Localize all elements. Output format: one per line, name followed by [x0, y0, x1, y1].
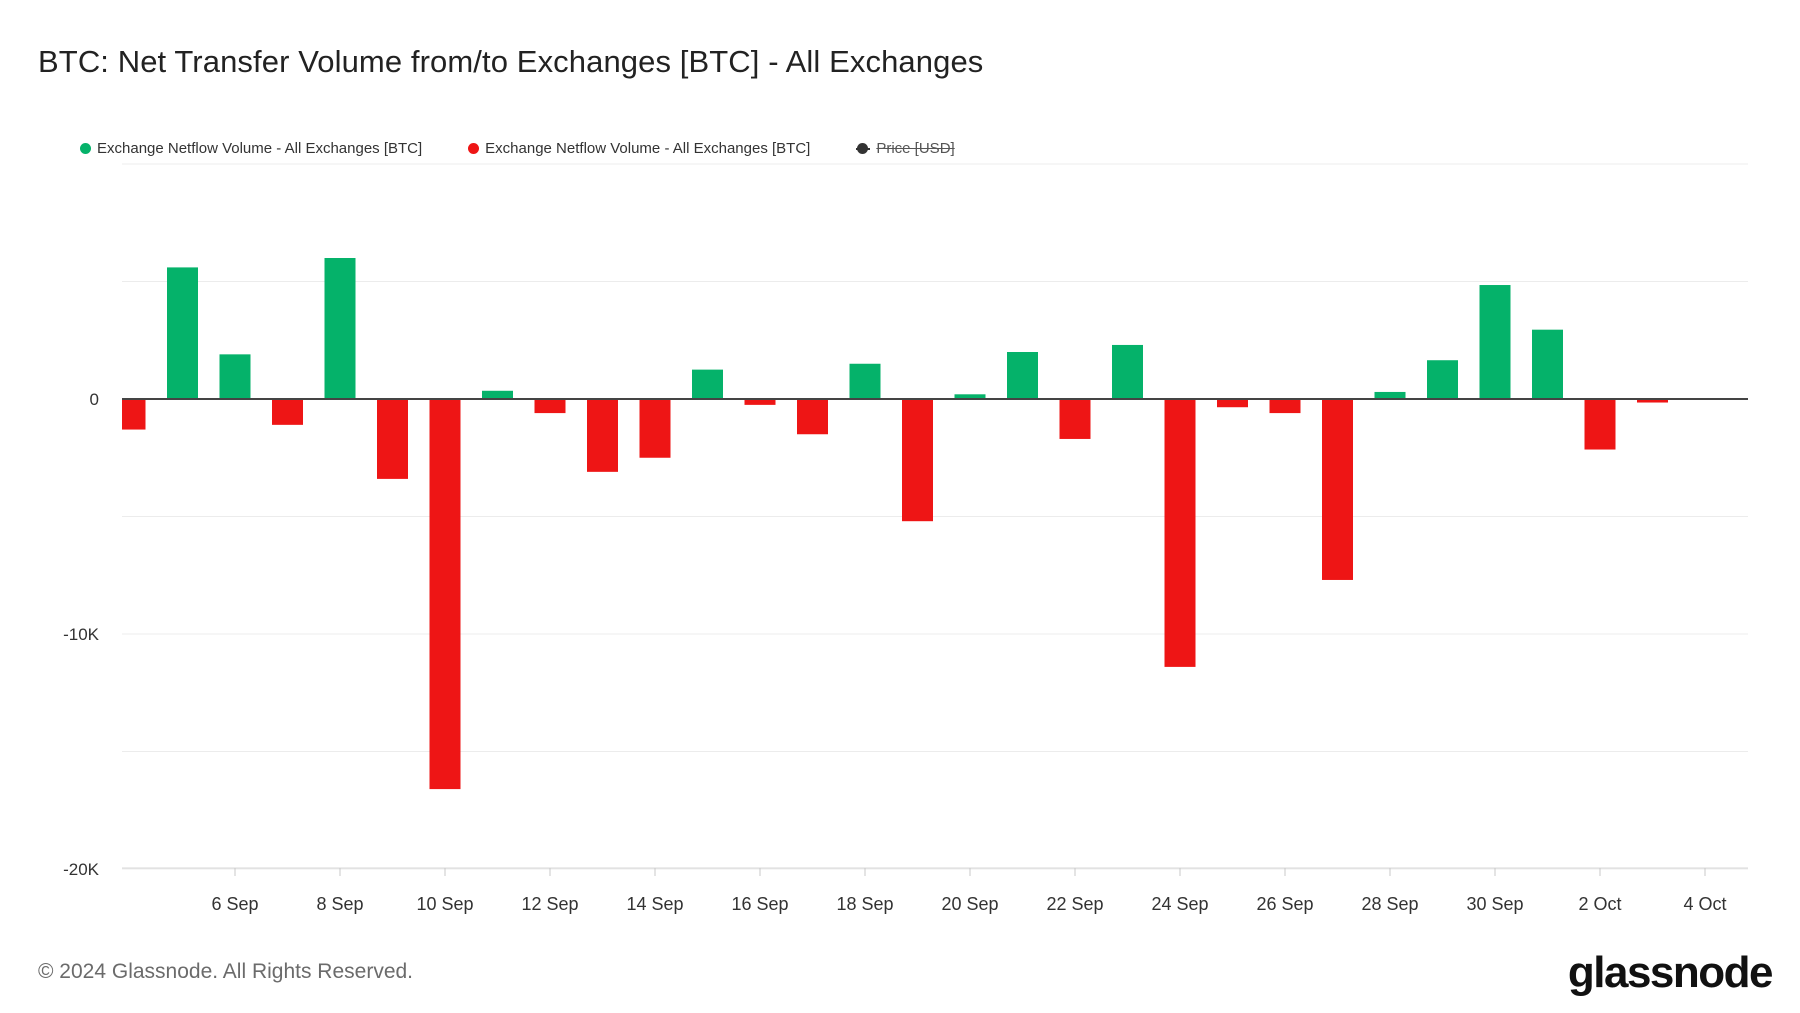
- x-tick-label: 8 Sep: [316, 894, 363, 914]
- bar: [639, 399, 671, 458]
- legend-label: Exchange Netflow Volume - All Exchanges …: [485, 140, 811, 157]
- bar: [1532, 329, 1563, 399]
- x-tick-label: 2 Oct: [1578, 894, 1621, 914]
- x-tick-label: 20 Sep: [941, 894, 998, 914]
- legend-red-dot-icon: [468, 143, 480, 154]
- x-tick-label: 26 Sep: [1256, 894, 1313, 914]
- bar: [1059, 399, 1091, 439]
- x-axis: 6 Sep 8 Sep 10 Sep 12 Sep 14 Sep 16 Sep 18 Sep…: [122, 867, 1748, 914]
- bar: [219, 354, 251, 399]
- bar: [1427, 360, 1458, 399]
- bar: [482, 390, 513, 399]
- y-tick-label: -10K: [63, 625, 100, 644]
- x-tick-label: 4 Oct: [1683, 894, 1726, 914]
- x-tick-label: 14 Sep: [626, 894, 683, 914]
- glassnode-logo: glassnode: [1567, 948, 1774, 997]
- chart-legend: Exchange Netflow Volume - All Exchanges …: [80, 140, 955, 157]
- y-axis: 0 -10K -20K: [63, 390, 100, 879]
- bar: [902, 399, 933, 522]
- bar: [744, 399, 776, 405]
- legend-label: Exchange Netflow Volume - All Exchanges …: [97, 140, 423, 157]
- bar: [1217, 399, 1248, 408]
- bar: [692, 369, 723, 399]
- bar: [1269, 399, 1301, 414]
- bar: [122, 399, 146, 430]
- bar: [1112, 344, 1143, 399]
- legend-item-inflow[interactable]: Exchange Netflow Volume - All Exchanges …: [80, 140, 422, 157]
- bar: [377, 399, 408, 479]
- x-tick-label: 16 Sep: [731, 894, 788, 914]
- bar: [324, 258, 356, 399]
- x-tick-label: 18 Sep: [836, 894, 893, 914]
- legend-item-price[interactable]: Price [USD]: [856, 140, 955, 157]
- y-tick-label: 0: [90, 390, 99, 409]
- legend-green-dot-icon: [80, 143, 91, 154]
- bar: [849, 363, 881, 399]
- copyright-text: © 2024 Glassnode. All Rights Reserved.: [38, 960, 414, 983]
- bar: [1637, 399, 1668, 403]
- legend-line-marker-icon: [856, 143, 871, 154]
- x-tick-label: 28 Sep: [1361, 894, 1418, 914]
- bar: [1479, 285, 1511, 399]
- chart-title: BTC: Net Transfer Volume from/to Exchang…: [38, 44, 984, 79]
- bar: [429, 399, 461, 790]
- x-tick-label: 30 Sep: [1466, 894, 1523, 914]
- bar: [797, 399, 828, 435]
- y-tick-label: -20K: [63, 860, 100, 879]
- bar: [167, 267, 198, 399]
- x-tick-label: 24 Sep: [1151, 894, 1208, 914]
- x-tick-label: 10 Sep: [416, 894, 473, 914]
- legend-label: Price [USD]: [876, 140, 955, 157]
- bar: [272, 399, 303, 425]
- bar-series: [122, 258, 1668, 790]
- gridlines: [122, 163, 1748, 870]
- bar: [1007, 352, 1038, 399]
- x-tick-label: 22 Sep: [1046, 894, 1103, 914]
- bar: [534, 399, 566, 414]
- bar: [587, 399, 618, 472]
- x-tick-label: 12 Sep: [521, 894, 578, 914]
- bar: [1374, 391, 1406, 399]
- bar: [1584, 399, 1616, 450]
- bar: [954, 394, 986, 399]
- bar: [1164, 399, 1196, 667]
- legend-item-outflow[interactable]: Exchange Netflow Volume - All Exchanges …: [468, 140, 810, 157]
- x-tick-label: 6 Sep: [211, 894, 258, 914]
- bar: [1322, 399, 1353, 580]
